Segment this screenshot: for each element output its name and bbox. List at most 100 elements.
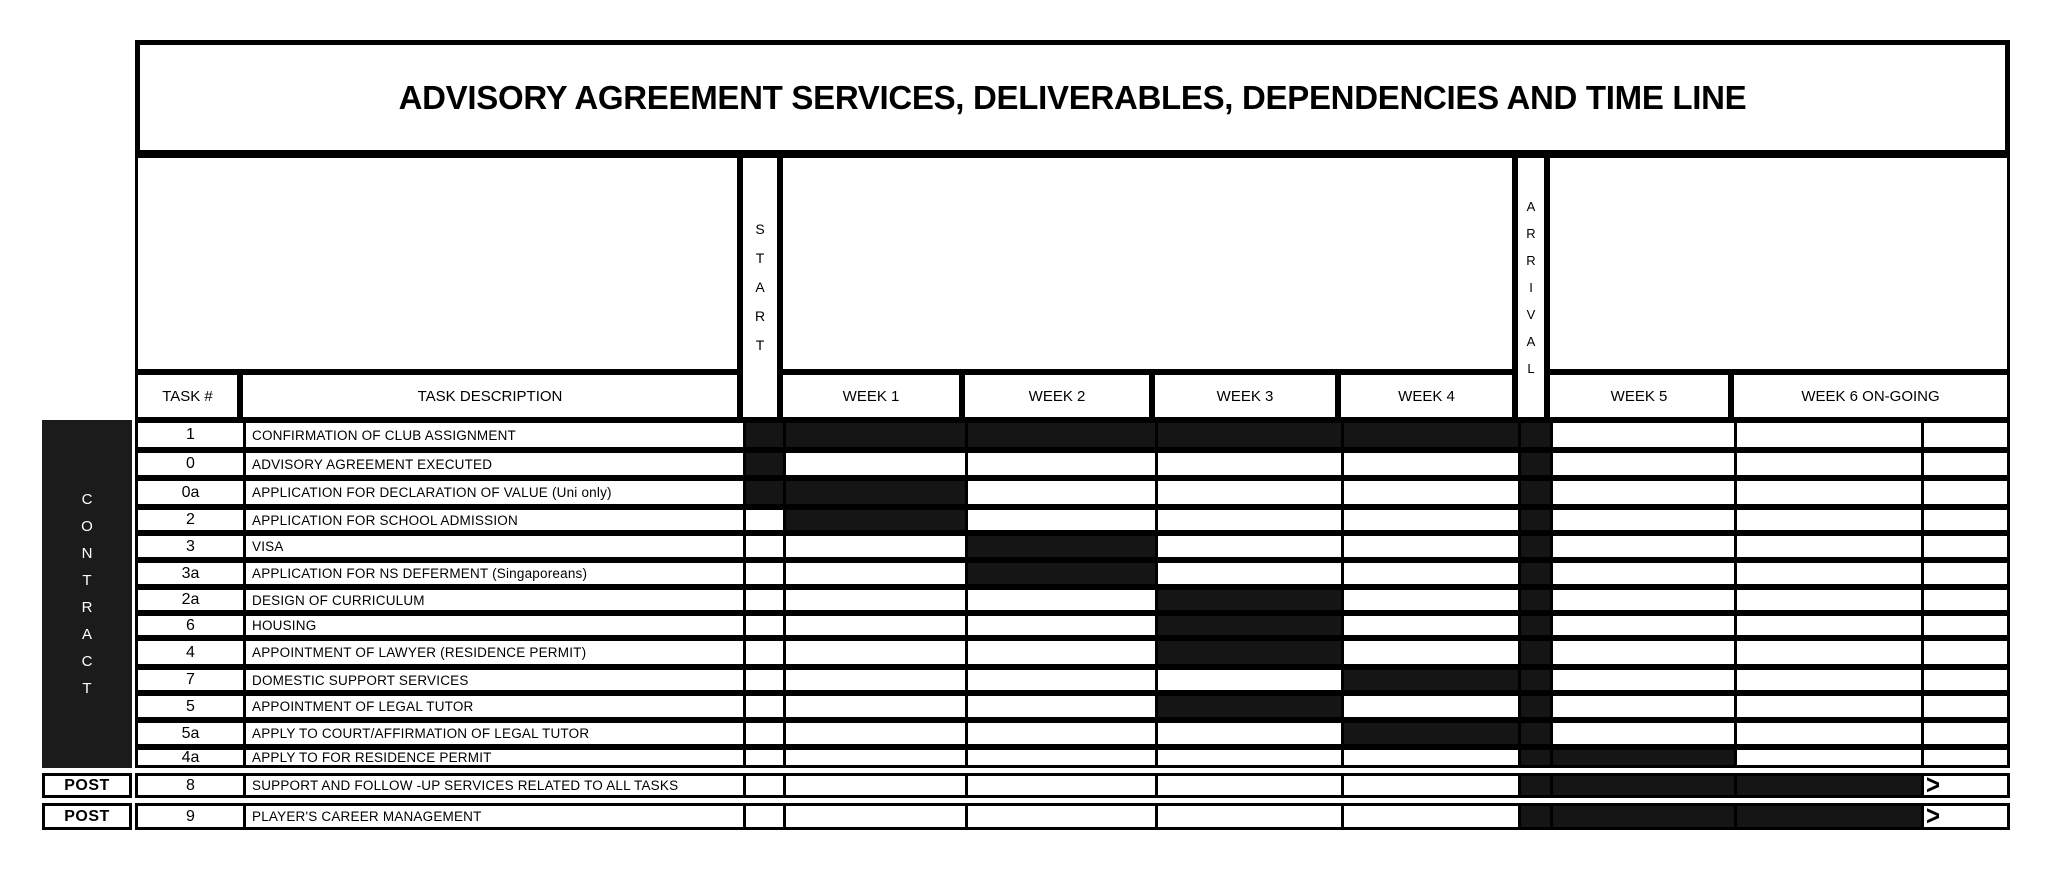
- gantt-cell: [1734, 750, 1921, 765]
- post-group-box: POST: [42, 773, 132, 798]
- gantt-bar-cell: [743, 453, 783, 475]
- task-description-cell: APPLY TO COURT/AFFIRMATION OF LEGAL TUTO…: [243, 723, 743, 744]
- task-number-cell: 2a: [181, 591, 200, 608]
- gantt-cell: [743, 563, 783, 584]
- gantt-bar-cell: [1734, 776, 1921, 795]
- gantt-cell: [965, 806, 1155, 827]
- gantt-cell: [965, 776, 1155, 795]
- gantt-cell: [1734, 536, 1921, 557]
- post-group-box: POST: [42, 803, 132, 830]
- task-number-cell: 2: [186, 511, 195, 528]
- gantt-cell: [1734, 453, 1921, 475]
- task-row: 6 HOUSING: [135, 613, 2010, 638]
- gantt-cell: [743, 750, 783, 765]
- task-number-cell: 1: [186, 426, 195, 443]
- gantt-cell: [1921, 750, 2013, 765]
- gantt-cell: [1921, 536, 2013, 557]
- task-row: 3a APPLICATION FOR NS DEFERMENT (Singapor…: [135, 560, 2010, 587]
- gantt-bar-cell: [1518, 481, 1550, 504]
- gantt-cell: [743, 696, 783, 717]
- task-number-cell: 6: [186, 616, 195, 634]
- task-number-cell: 5: [186, 697, 195, 715]
- gantt-cell: [1341, 616, 1518, 635]
- gantt-cell: [1155, 563, 1341, 584]
- gantt-cell: [1921, 481, 2013, 504]
- gantt-bar-cell: [1518, 641, 1550, 664]
- task-row: 4a APPLY TO FOR RESIDENCE PERMIT: [135, 747, 2010, 768]
- gantt-cell: [1921, 590, 2013, 610]
- task-description-cell: PLAYER'S CAREER MANAGEMENT: [243, 806, 743, 827]
- gantt-bar-cell: [1550, 806, 1734, 827]
- gantt-cell: [965, 453, 1155, 475]
- task-row: 8 SUPPORT AND FOLLOW -UP SERVICES RELATED…: [135, 773, 2010, 798]
- gantt-cell: [1341, 806, 1518, 827]
- gantt-cell: [1921, 616, 2013, 635]
- gantt-bar-cell: [1155, 696, 1341, 717]
- gantt-cell: [1734, 616, 1921, 635]
- gantt-bar-cell: [965, 536, 1155, 557]
- gantt-cell: [783, 641, 965, 664]
- gantt-cell: [1550, 453, 1734, 475]
- task-row: 4 APPOINTMENT OF LAWYER (RESIDENCE PERMIT…: [135, 638, 2010, 667]
- task-description-cell: APPLICATION FOR NS DEFERMENT (Singaporea…: [243, 563, 743, 584]
- gantt-bar-cell: [1518, 453, 1550, 475]
- gantt-bar-cell: [1341, 723, 1518, 744]
- gantt-cell: [783, 536, 965, 557]
- gantt-cell: [1550, 670, 1734, 690]
- gantt-bar-cell: [783, 481, 965, 504]
- gantt-bar-cell: [1550, 750, 1734, 765]
- week3-header: WEEK 3: [1152, 372, 1338, 420]
- gantt-bar-cell: [1518, 510, 1550, 530]
- gantt-cell: [1734, 696, 1921, 717]
- gantt-cell: >: [1921, 806, 2013, 827]
- gantt-cell: [783, 590, 965, 610]
- gantt-cell: [1550, 590, 1734, 610]
- task-row: 0 ADVISORY AGREEMENT EXECUTED: [135, 450, 2010, 478]
- gantt-cell: [783, 776, 965, 795]
- task-number-cell: 8: [186, 776, 195, 794]
- task-row: 9 PLAYER'S CAREER MANAGEMENT >: [135, 803, 2010, 830]
- gantt-cell: [783, 563, 965, 584]
- gantt-bar-cell: [1734, 806, 1921, 827]
- gantt-bar-cell: [1550, 776, 1734, 795]
- gantt-cell: [783, 616, 965, 635]
- gantt-cell: [965, 616, 1155, 635]
- gantt-cell: [743, 590, 783, 610]
- week1-header: WEEK 1: [780, 372, 962, 420]
- header-blank-left: [135, 155, 740, 372]
- gantt-cell: [743, 641, 783, 664]
- gantt-cell: [1921, 453, 2013, 475]
- continuation-arrow-icon: >: [1926, 776, 1941, 795]
- gantt-cell: [1341, 696, 1518, 717]
- gantt-bar-cell: [1518, 750, 1550, 765]
- gantt-bar-cell: [1341, 423, 1518, 447]
- week6-header: WEEK 6 ON-GOING: [1731, 372, 2010, 420]
- gantt-cell: [1341, 776, 1518, 795]
- chart-title: ADVISORY AGREEMENT SERVICES, DELIVERABLE…: [135, 40, 2010, 155]
- gantt-cell: [743, 670, 783, 690]
- gantt-cell: [1734, 670, 1921, 690]
- gantt-cell: [1341, 510, 1518, 530]
- task-row: 2a DESIGN OF CURRICULUM: [135, 587, 2010, 613]
- gantt-cell: [1155, 776, 1341, 795]
- gantt-cell: [1734, 423, 1921, 447]
- gantt-cell: [1921, 670, 2013, 690]
- task-description-cell: APPLY TO FOR RESIDENCE PERMIT: [243, 750, 743, 765]
- task-description-cell: CONFIRMATION OF CLUB ASSIGNMENT: [243, 423, 743, 447]
- gantt-cell: [1550, 696, 1734, 717]
- gantt-cell: [1341, 750, 1518, 765]
- gantt-bar-cell: [1518, 806, 1550, 827]
- gantt-bar-cell: [965, 423, 1155, 447]
- gantt-cell: [1921, 641, 2013, 664]
- week5-header: WEEK 5: [1547, 372, 1731, 420]
- gantt-bar-cell: [1518, 563, 1550, 584]
- gantt-cell: [743, 510, 783, 530]
- gantt-bar-cell: [1155, 616, 1341, 635]
- gantt-cell: [1734, 723, 1921, 744]
- task-description-cell: ADVISORY AGREEMENT EXECUTED: [243, 453, 743, 475]
- gantt-cell: [1550, 563, 1734, 584]
- gantt-cell: [1550, 536, 1734, 557]
- gantt-bar-cell: [1518, 670, 1550, 690]
- task-number-cell: 4a: [181, 750, 200, 765]
